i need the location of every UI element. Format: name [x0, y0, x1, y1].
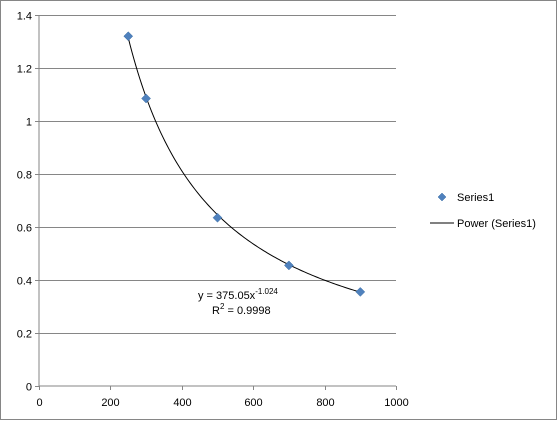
x-tick-label: 800 — [316, 397, 334, 409]
x-tick-label: 1000 — [384, 397, 408, 409]
data-point — [355, 287, 366, 297]
data-point — [212, 212, 223, 223]
legend-label-series1: Series1 — [457, 192, 494, 204]
legend-label-power: Power (Series1) — [457, 218, 536, 230]
plot-area — [39, 15, 396, 386]
gridlines — [39, 15, 396, 334]
series1-points — [123, 31, 366, 297]
data-point — [284, 260, 294, 271]
y-axis-ticks: 0 0.2 0.4 0.6 0.8 1 1.2 1.4 — [17, 11, 39, 394]
y-tick-label: 1 — [26, 117, 32, 129]
x-tick-label: 0 — [36, 397, 42, 409]
y-tick-label: 0.4 — [17, 276, 32, 288]
y-tick-label: 0.8 — [17, 170, 32, 182]
legend-marker-series1 — [437, 192, 447, 202]
y-tick-label: 1.4 — [17, 11, 32, 23]
power-trendline — [127, 37, 361, 293]
trendline-equation: y = 375.05x-1.024 R2 = 0.9998 — [198, 287, 278, 317]
r-squared-label: R2 = 0.9998 — [212, 302, 271, 317]
x-axis-ticks: 0 200 400 600 800 1000 — [36, 386, 409, 409]
x-tick-label: 600 — [244, 397, 262, 409]
y-tick-label: 0.6 — [17, 223, 32, 235]
x-tick-label: 200 — [101, 397, 119, 409]
data-point — [141, 93, 151, 104]
y-tick-label: 1.2 — [17, 64, 32, 76]
y-tick-label: 0.2 — [17, 329, 32, 341]
equation-label: y = 375.05x-1.024 — [198, 287, 278, 302]
y-tick-label: 0 — [26, 382, 32, 394]
data-point — [123, 31, 134, 42]
axes — [38, 15, 396, 387]
legend: Series1 Power (Series1) — [430, 192, 536, 230]
x-tick-label: 400 — [173, 397, 191, 409]
